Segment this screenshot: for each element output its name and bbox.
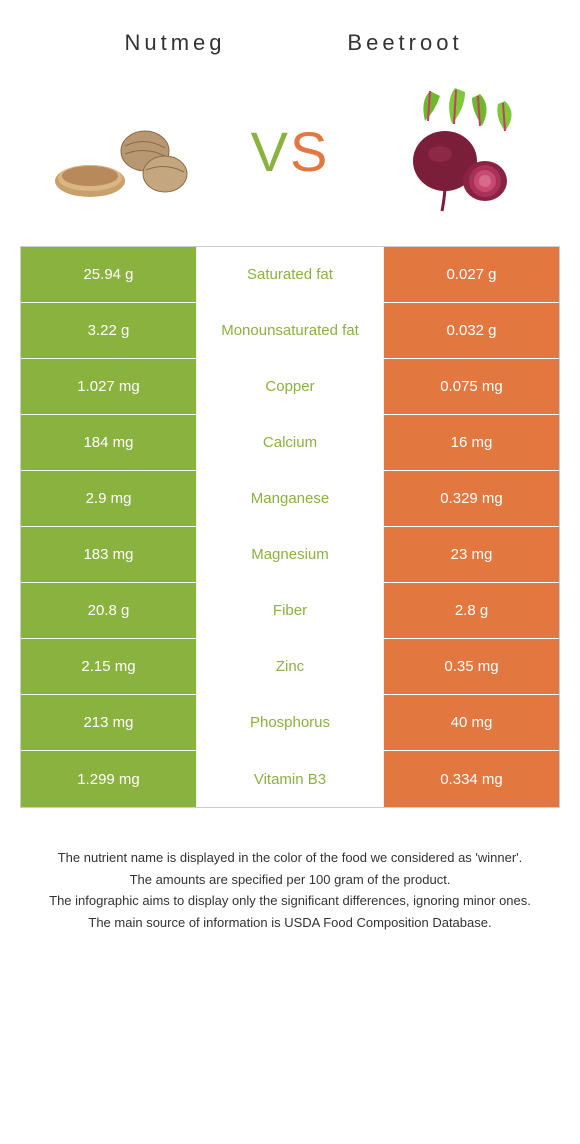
left-value-cell: 2.9 mg — [21, 471, 196, 526]
nutrient-table: 25.94 gSaturated fat0.027 g3.22 gMonouns… — [20, 246, 560, 808]
table-row: 213 mgPhosphorus40 mg — [21, 695, 559, 751]
right-value-cell: 2.8 g — [384, 583, 559, 638]
table-row: 2.9 mgManganese0.329 mg — [21, 471, 559, 527]
table-row: 1.027 mgCopper0.075 mg — [21, 359, 559, 415]
nutrient-label: Manganese — [196, 471, 384, 526]
footer-notes: The nutrient name is displayed in the co… — [20, 848, 560, 932]
right-value-cell: 0.032 g — [384, 303, 559, 358]
right-value-cell: 0.35 mg — [384, 639, 559, 694]
left-value-cell: 183 mg — [21, 527, 196, 582]
nutrient-label: Zinc — [196, 639, 384, 694]
nutrient-label: Monounsaturated fat — [196, 303, 384, 358]
left-food-title: Nutmeg — [60, 30, 290, 56]
footer-line: The main source of information is USDA F… — [30, 913, 550, 933]
footer-line: The nutrient name is displayed in the co… — [30, 848, 550, 868]
images-row: VS — [20, 76, 560, 246]
vs-label: VS — [251, 119, 330, 184]
right-value-cell: 23 mg — [384, 527, 559, 582]
table-row: 25.94 gSaturated fat0.027 g — [21, 247, 559, 303]
left-value-cell: 25.94 g — [21, 247, 196, 302]
nutrient-label: Copper — [196, 359, 384, 414]
right-value-cell: 0.334 mg — [384, 751, 559, 807]
header: Nutmeg Beetroot — [20, 20, 560, 76]
table-row: 184 mgCalcium16 mg — [21, 415, 559, 471]
table-row: 20.8 gFiber2.8 g — [21, 583, 559, 639]
table-row: 183 mgMagnesium23 mg — [21, 527, 559, 583]
left-value-cell: 1.299 mg — [21, 751, 196, 807]
table-row: 2.15 mgZinc0.35 mg — [21, 639, 559, 695]
nutrient-label: Saturated fat — [196, 247, 384, 302]
left-value-cell: 213 mg — [21, 695, 196, 750]
table-row: 3.22 gMonounsaturated fat0.032 g — [21, 303, 559, 359]
left-value-cell: 1.027 mg — [21, 359, 196, 414]
left-value-cell: 3.22 g — [21, 303, 196, 358]
footer-line: The infographic aims to display only the… — [30, 891, 550, 911]
table-row: 1.299 mgVitamin B30.334 mg — [21, 751, 559, 807]
beetroot-image — [380, 86, 530, 216]
right-food-title: Beetroot — [290, 30, 520, 56]
right-value-cell: 0.027 g — [384, 247, 559, 302]
left-value-cell: 2.15 mg — [21, 639, 196, 694]
nutrient-label: Vitamin B3 — [196, 751, 384, 807]
nutrient-label: Magnesium — [196, 527, 384, 582]
right-value-cell: 0.329 mg — [384, 471, 559, 526]
vs-v-letter: V — [251, 120, 290, 183]
nutrient-label: Phosphorus — [196, 695, 384, 750]
left-value-cell: 184 mg — [21, 415, 196, 470]
footer-line: The amounts are specified per 100 gram o… — [30, 870, 550, 890]
right-value-cell: 16 mg — [384, 415, 559, 470]
nutrient-label: Fiber — [196, 583, 384, 638]
left-value-cell: 20.8 g — [21, 583, 196, 638]
right-value-cell: 0.075 mg — [384, 359, 559, 414]
nutrient-label: Calcium — [196, 415, 384, 470]
nutmeg-image — [50, 86, 200, 216]
vs-s-letter: S — [290, 120, 329, 183]
right-value-cell: 40 mg — [384, 695, 559, 750]
